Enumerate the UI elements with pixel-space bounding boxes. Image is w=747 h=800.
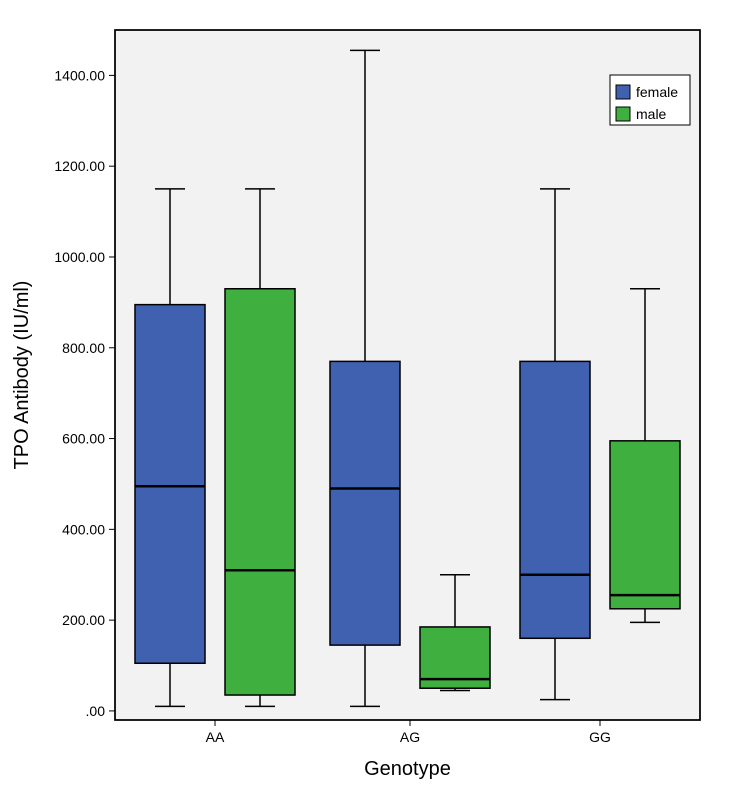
box-rect	[520, 361, 590, 638]
box-rect	[330, 361, 400, 645]
legend-label: female	[636, 84, 678, 100]
y-tick-label: 600.00	[62, 431, 105, 447]
x-axis-label: Genotype	[364, 758, 451, 780]
box-rect	[610, 441, 680, 609]
x-tick-label: AG	[400, 729, 420, 745]
chart-container: .00 200.00 400.00 600.00 800.00 1000.00 1200.0…	[0, 0, 747, 800]
y-tick-label: 200.00	[62, 612, 105, 628]
legend-swatch	[616, 107, 630, 121]
y-tick-label: 1200.00	[54, 158, 105, 174]
y-tick-label: .00	[86, 703, 106, 719]
x-tick-label: GG	[589, 729, 611, 745]
legend-swatch	[616, 85, 630, 99]
y-tick-label: 400.00	[62, 521, 105, 537]
y-tick-label: 1400.00	[54, 67, 105, 83]
legend: female male	[610, 75, 690, 125]
y-tick-label: 1000.00	[54, 249, 105, 265]
boxplot-chart: .00 200.00 400.00 600.00 800.00 1000.00 1200.0…	[0, 0, 747, 800]
x-tick-label: AA	[206, 729, 225, 745]
box-rect	[135, 305, 205, 664]
box-rect	[225, 289, 295, 695]
legend-label: male	[636, 106, 667, 122]
y-tick-label: 800.00	[62, 340, 105, 356]
y-axis-label: TPO Antibody (IU/ml)	[11, 281, 33, 470]
